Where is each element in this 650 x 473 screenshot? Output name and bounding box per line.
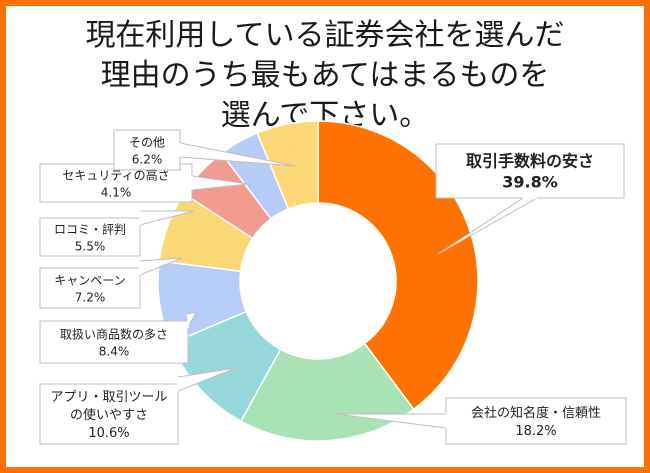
callout-4: 取扱い商品数の多さ 8.4% xyxy=(39,311,197,364)
slice-value-label: 4.1% xyxy=(101,185,132,199)
callout-6: ロコミ・評判 5.5% xyxy=(39,210,195,257)
slice-category-label: 取扱い商品数の多さ xyxy=(60,326,168,341)
slice-value-label: 7.2% xyxy=(75,290,106,304)
slice-category-label: セキュリティの高さ xyxy=(62,167,169,182)
slice-value-label: 6.2% xyxy=(132,152,163,166)
chart-title: 現在利用している証券会社を選んだ 理由のうち最もあてはまるものを 選んで下さい。 xyxy=(6,16,644,136)
slice-value-label: 10.6% xyxy=(88,426,129,441)
callout-box xyxy=(39,267,141,309)
callout-box xyxy=(445,397,627,445)
title-line-2: 理由のうち最もあてはまるものを xyxy=(100,58,550,93)
slice-category-label: 会社の知名度・信頼性 xyxy=(471,405,601,421)
slice-category-label: の使いやすさ xyxy=(70,407,148,423)
slice-category-label: ロコミ・評判 xyxy=(54,221,126,236)
donut-chart: 取引手数料の安さ 39.8% 会社の知名度・信頼性 18.2% アプリ・取引ツールの使い… xyxy=(39,120,627,445)
slice-value-label: 18.2% xyxy=(515,424,556,439)
slice-value-label: 39.8% xyxy=(502,172,558,191)
slice-category-label: キャンペーン xyxy=(54,273,125,287)
callout-box xyxy=(113,129,181,171)
slice-value-label: 8.4% xyxy=(99,344,130,358)
callout-box xyxy=(39,217,141,257)
callout-5: キャンペーン 7.2% xyxy=(39,257,183,309)
slice-category-label: 取引手数料の安さ xyxy=(466,151,594,170)
callout-box xyxy=(39,383,179,445)
callout-box xyxy=(39,320,189,364)
slice-value-label: 5.5% xyxy=(75,239,106,253)
slice-category-label: その他 xyxy=(129,135,165,149)
title-line-1: 現在利用している証券会社を選んだ xyxy=(85,18,565,53)
callout-8: その他 6.2% xyxy=(113,129,297,171)
callout-2: 会社の知名度・信頼性 18.2% xyxy=(335,397,627,445)
callout-1: 取引手数料の安さ 39.8% xyxy=(435,143,625,255)
slice-category-label: アプリ・取引ツール xyxy=(50,390,167,405)
